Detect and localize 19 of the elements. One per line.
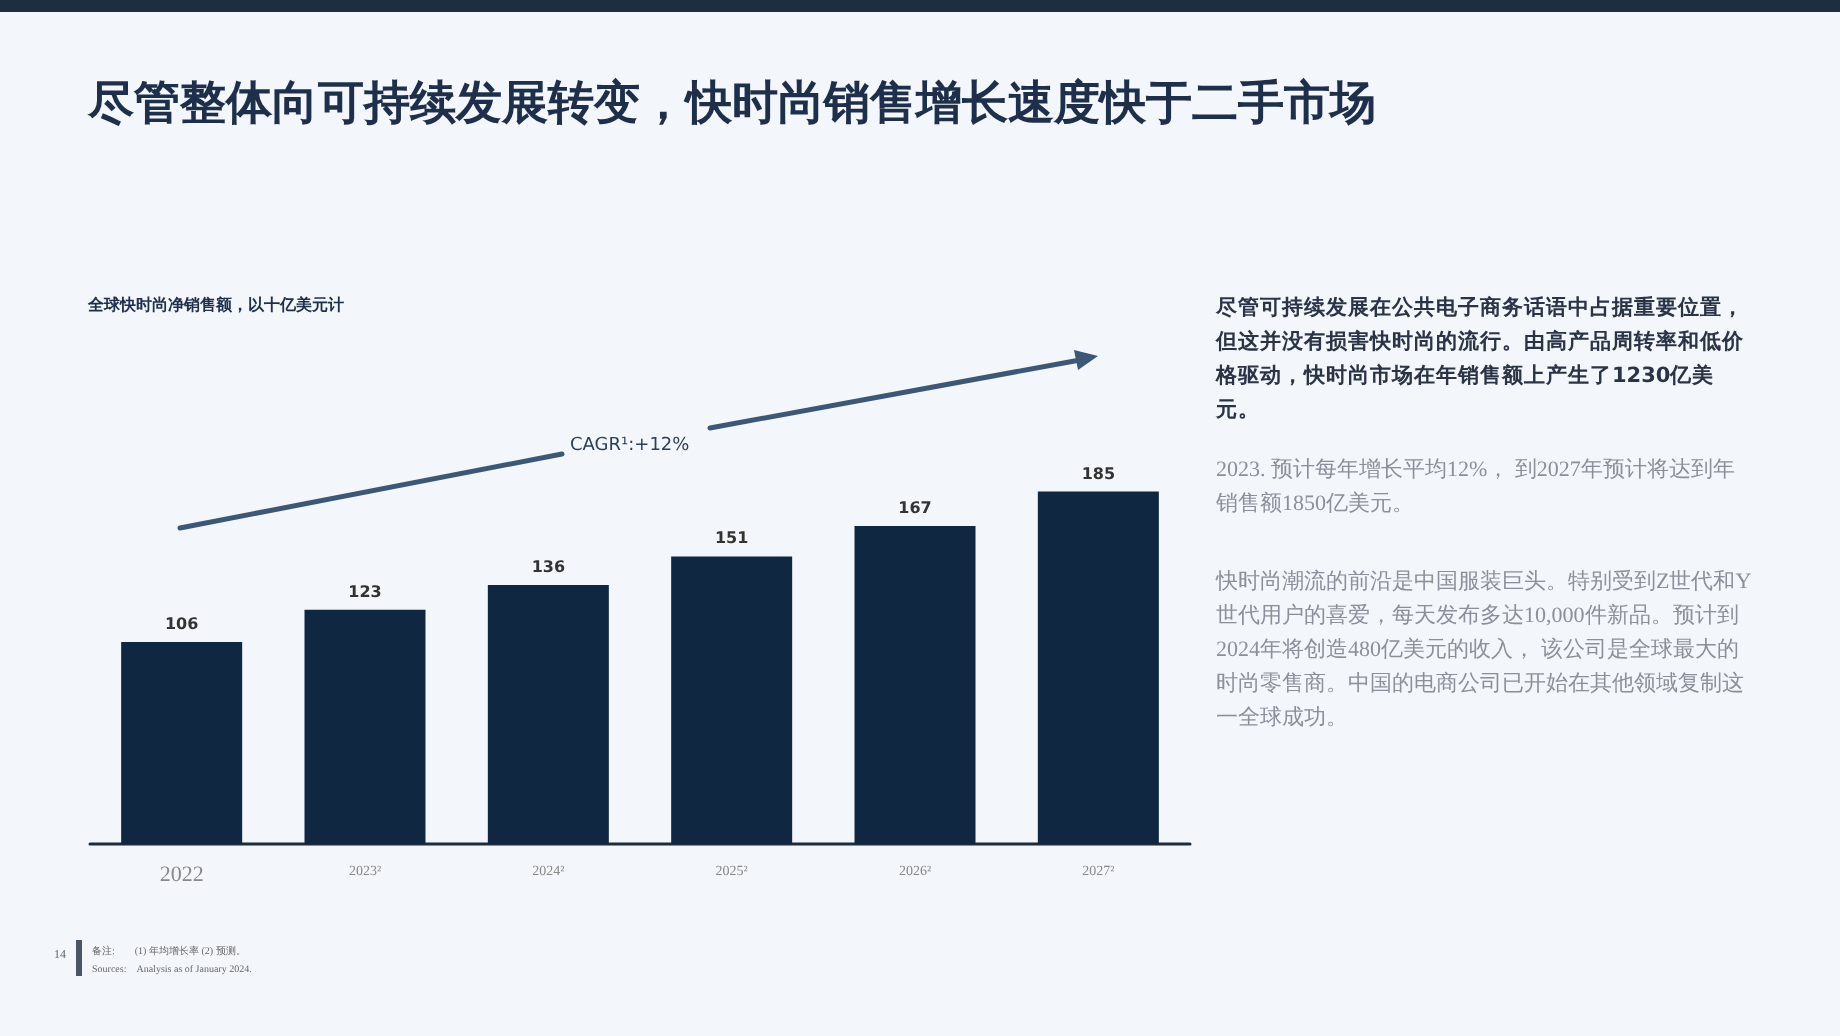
bar (854, 525, 976, 844)
data-label: 123 (348, 582, 382, 601)
bar (671, 556, 793, 844)
data-label: 136 (531, 557, 566, 576)
bar (304, 609, 426, 844)
bar (487, 584, 609, 844)
x-tick-label: 2022 (159, 863, 204, 887)
data-label: 106 (164, 615, 200, 634)
text: 尽管可持续发展在公共电子商务话语中占据重要位置，但这并没有损害快时尚的流行。由高产品周转率和低价格驱动，快时尚市场在年销售额上产生了1230亿美元。 (1216, 294, 1746, 426)
text: 2023. 预计每年增长平均12%， 到2027年预计将达到年销售额1850亿美元。 (1216, 456, 1737, 520)
text: CAGR¹:+12% (570, 436, 690, 456)
bar (121, 642, 243, 844)
text: 快时尚潮流的前沿是中国服装巨头。特别受到Z世代和Y世代用户的喜爱，每天发布多达10,000件新品。预计到2024年将创造480亿美元的收入， 该公司是全球最大的时尚零售商。中国的电商公司已开始在其他领域复制这一全球成功。 (1216, 567, 1754, 734)
data-label: 185 (1081, 464, 1116, 483)
data-label: 151 (714, 529, 750, 548)
chart-subtitle: 全球快时尚净销售额，以十亿美元计 (88, 294, 344, 316)
bar (1037, 491, 1159, 844)
data-label: 167 (898, 498, 932, 517)
chart-title: 尽管整体向可持续发展转变，快时尚销售增长速度快于二手市场 (88, 76, 1376, 134)
